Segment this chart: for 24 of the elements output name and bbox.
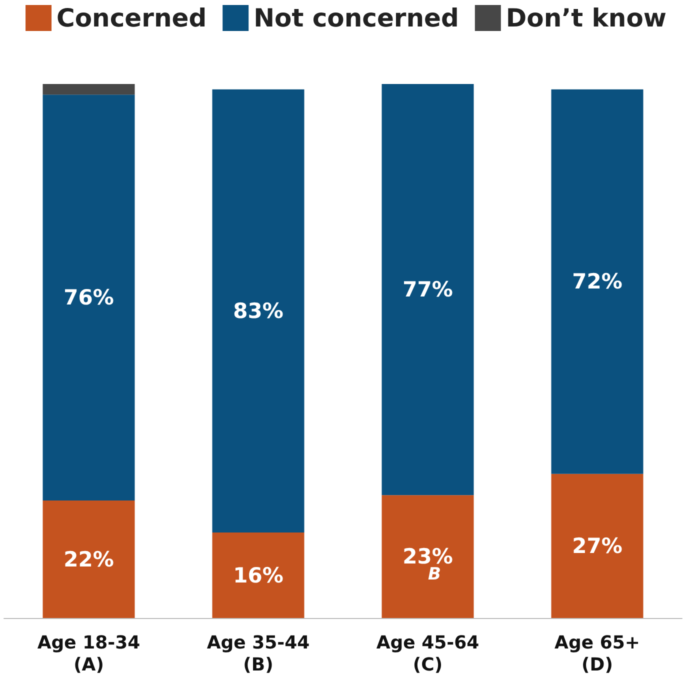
bar [42,84,135,95]
data-label: 16% [233,563,284,588]
bar [551,89,644,474]
legend-label: Concerned [56,4,207,32]
data-label: 76% [64,286,114,310]
data-label: 22% [64,547,114,572]
data-label: 77% [402,278,453,302]
bar [382,84,474,496]
data-label: 27% [572,534,622,558]
x-tick-label: Age 65+ (D) [554,632,640,676]
bar [42,500,135,618]
x-tick-label: Age 35-44 (B) [206,632,310,676]
annotation: B [428,564,441,584]
data-label: 83% [233,298,284,323]
bar [212,89,304,533]
bar [42,94,135,501]
bar [382,495,474,618]
bar [551,474,644,618]
x-tick-label: Age 45-64 (C) [376,632,480,676]
bar [212,532,304,618]
legend-label: Not concerned [254,4,459,32]
data-label: 72% [572,270,622,294]
x-tick-label: Age 18-34 (A) [37,632,140,676]
legend-label: Don’t know [506,4,666,32]
